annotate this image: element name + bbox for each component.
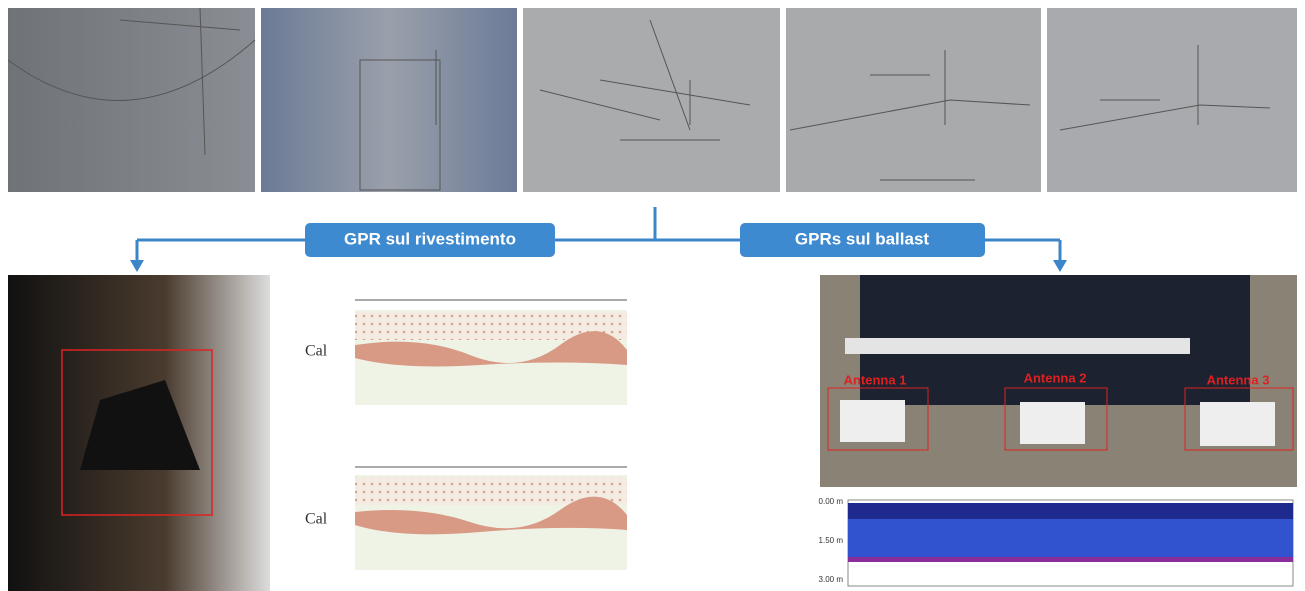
radargram: Cal [305,467,627,570]
arrowheads [130,260,1067,272]
antenna-label: Antenna 3 [1207,372,1270,387]
layer [848,519,1293,557]
radargram: Cal [305,300,627,405]
radargram-label: Cal [305,343,328,360]
figure: GPR sul rivestimento GPRs sul ballast Ca… [0,0,1305,591]
depth-label: 3.00 m [819,575,844,584]
render-3 [1047,8,1297,192]
antenna-label: Antenna 2 [1024,370,1087,385]
antenna-box [840,400,905,442]
render-2 [786,8,1041,192]
antenna-box [1020,402,1085,444]
layer [848,503,1293,519]
depth-label: 0.00 m [819,497,844,506]
top-images [8,8,1297,192]
antenna-box [1200,402,1275,446]
layer [848,557,1293,562]
radargram-label: Cal [305,511,328,528]
beam [845,338,1190,354]
antenna-label: Antenna 1 [844,372,907,387]
label-right: GPRs sul ballast [795,229,929,248]
label-left: GPR sul rivestimento [344,229,516,248]
depth-label: 1.50 m [819,536,844,545]
render-1 [523,8,780,192]
photo-tunnel-2 [261,8,517,192]
